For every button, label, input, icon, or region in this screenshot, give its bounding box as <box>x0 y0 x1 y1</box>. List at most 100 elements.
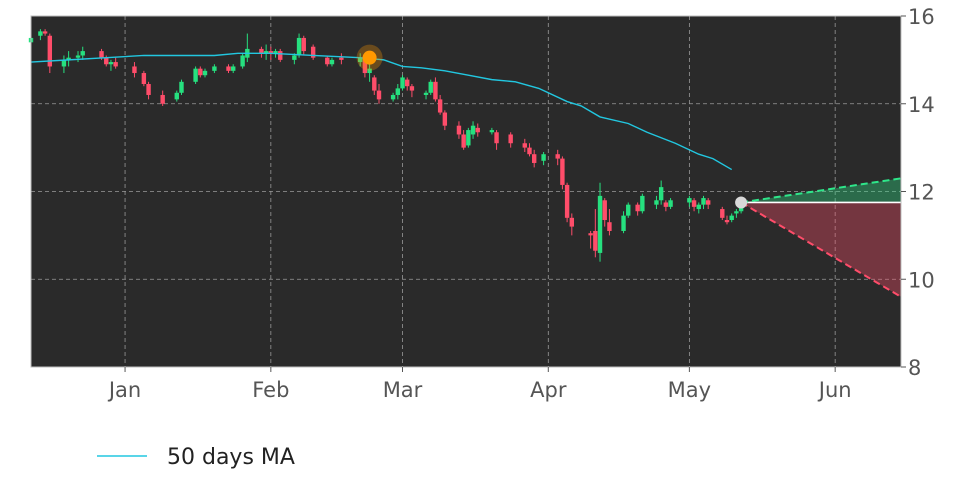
candle <box>310 44 316 60</box>
candle <box>409 84 415 98</box>
candle <box>658 180 664 205</box>
candle <box>61 55 67 74</box>
candle <box>734 209 739 218</box>
candle-body <box>146 84 151 95</box>
candle <box>607 209 612 236</box>
candle <box>433 77 438 102</box>
candle <box>602 198 607 227</box>
candle <box>701 195 706 210</box>
candle <box>461 130 466 150</box>
candle-body <box>489 130 495 133</box>
candle-body <box>701 198 706 205</box>
candle-body <box>339 57 344 60</box>
candle-body <box>301 37 306 52</box>
candle <box>635 202 640 216</box>
y-tick-label: 8 <box>908 356 921 380</box>
candle-body <box>132 66 137 74</box>
candle <box>329 57 335 67</box>
candle-body <box>179 81 184 93</box>
candle-body <box>635 204 640 212</box>
candlesticks <box>28 29 744 262</box>
candle-body <box>593 230 598 251</box>
candle-body <box>428 81 433 93</box>
candle <box>80 46 85 60</box>
candle <box>141 70 147 87</box>
candle <box>456 121 462 139</box>
candle-body <box>564 184 570 218</box>
candle-body <box>193 68 198 82</box>
candle <box>301 35 306 56</box>
candle <box>339 53 344 65</box>
candle-body <box>47 35 53 67</box>
y-axis: 8 10 12 14 16 <box>901 5 935 380</box>
candle <box>231 64 236 74</box>
candle-body <box>329 59 335 65</box>
candle-body <box>423 92 429 95</box>
forecast-cone <box>740 177 902 298</box>
candle-body <box>508 134 513 144</box>
candle-body <box>372 77 377 91</box>
candle-body <box>108 62 114 65</box>
candle <box>75 51 81 63</box>
candle-body <box>522 143 527 148</box>
candle-body <box>226 66 231 71</box>
candle-body <box>231 66 236 71</box>
candle <box>202 68 208 78</box>
candle-body <box>141 73 147 85</box>
candle <box>193 66 198 85</box>
candle-body <box>654 200 659 205</box>
candle <box>560 156 565 190</box>
candle-body <box>259 48 264 54</box>
candle-body <box>541 154 546 161</box>
candle <box>428 79 433 95</box>
candle-body <box>66 57 71 60</box>
candle-body <box>99 51 104 58</box>
candle-body <box>296 37 302 56</box>
candle-body <box>626 204 631 216</box>
markers <box>356 44 748 209</box>
candle-body <box>212 66 217 71</box>
candle-body <box>395 88 401 95</box>
candle-body <box>310 46 316 58</box>
candle-body <box>240 55 245 67</box>
candle <box>489 127 495 135</box>
candle-body <box>376 90 382 100</box>
last-price-point <box>735 196 748 209</box>
candle <box>278 48 283 63</box>
candle <box>296 33 302 58</box>
candle-body <box>456 125 462 135</box>
candle-body <box>442 112 448 126</box>
candle <box>212 64 217 74</box>
candle <box>263 44 269 60</box>
candle-body <box>475 127 480 133</box>
candle <box>466 127 471 148</box>
signal-marker <box>362 50 377 65</box>
candle-body <box>362 57 368 74</box>
x-tick-label: Mar <box>383 378 423 402</box>
candle-body <box>734 211 739 214</box>
candle-body <box>602 200 607 221</box>
x-axis: Jan Feb Mar Apr May Jun <box>107 367 852 402</box>
candle <box>531 149 537 168</box>
candle <box>113 57 118 69</box>
candle <box>691 198 697 212</box>
candle <box>564 182 570 223</box>
x-tick-label: May <box>668 378 711 402</box>
candle <box>376 84 382 104</box>
x-tick-label: Apr <box>530 378 567 402</box>
candle <box>38 29 43 41</box>
candle <box>132 62 137 78</box>
candle-body <box>202 70 208 76</box>
x-tick-label: Feb <box>252 378 289 402</box>
candle <box>174 90 179 102</box>
candle-body <box>409 86 415 91</box>
candle <box>555 149 560 166</box>
candle-body <box>555 154 560 159</box>
candle <box>405 77 410 91</box>
candle-body <box>569 217 575 227</box>
candle-body <box>400 77 405 89</box>
candle <box>367 64 372 82</box>
candle <box>494 130 499 150</box>
candle <box>569 213 575 236</box>
candle-body <box>607 222 612 231</box>
